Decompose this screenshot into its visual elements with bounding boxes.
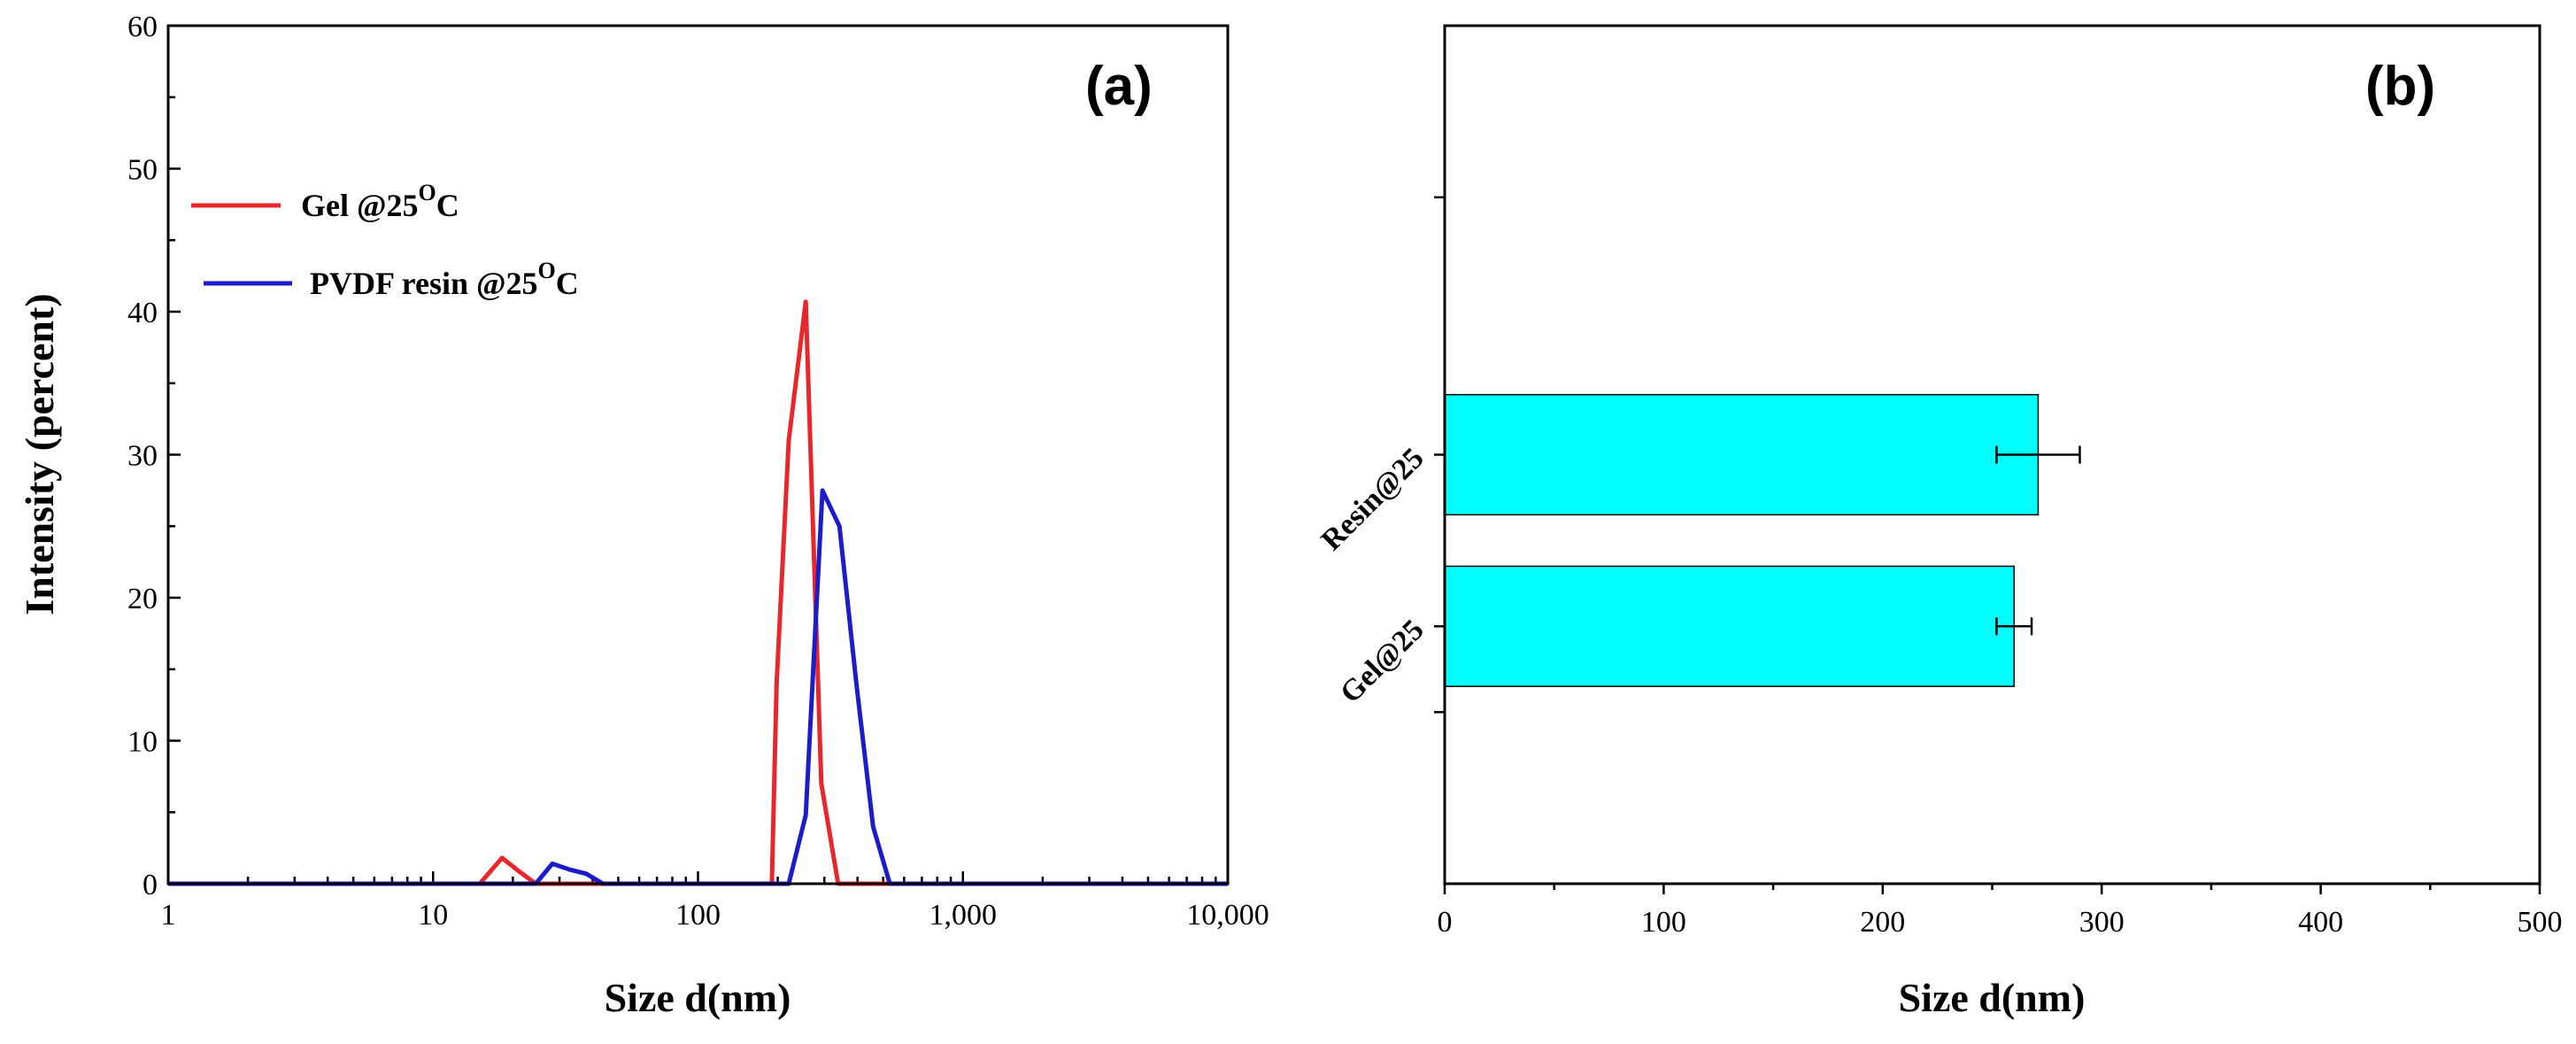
panel-a-x-tick-label: 10,000 <box>1186 899 1269 932</box>
panel-b-x-tick-label: 400 <box>2298 906 2343 939</box>
panel-a-y-tick-label: 60 <box>127 11 158 43</box>
panel-b-x-tick-label: 100 <box>1641 906 1686 939</box>
panel-a-y-tick-label: 50 <box>127 154 158 187</box>
panel-a-x-axis-title: Size d(nm) <box>605 975 791 1020</box>
panel-a-series <box>168 299 1228 886</box>
panel-a-y-axis-title: Intensity (percent) <box>17 293 62 615</box>
category-label: Gel@25 <box>1334 614 1431 710</box>
panel-a-legend: Gel @25OC PVDF resin @25OC <box>191 180 579 301</box>
panel-b-x-tick-label: 0 <box>1438 906 1453 939</box>
panel-a-plot-frame <box>166 24 1230 885</box>
panel-a-line-chart: 1 10 100 1,000 10,000 0 10 20 30 40 50 60 (a) Gel @… <box>17 11 1269 1020</box>
panel-b-x-tick-label: 200 <box>1860 906 1905 939</box>
panel-a-label: (a) <box>1085 56 1153 117</box>
panel-a-x-tick-label: 100 <box>675 899 721 932</box>
panel-b-bars <box>1444 393 2081 687</box>
bar-resin-25 <box>1444 393 2040 516</box>
panel-b-x-tick-label: 500 <box>2518 906 2563 939</box>
panel-a-y-tick-label: 40 <box>127 297 158 329</box>
panel-a-ticks: 1 10 100 1,000 10,000 0 10 20 30 40 50 60 <box>127 11 1269 932</box>
panel-a-y-tick-label: 30 <box>127 440 158 473</box>
series-line-gel <box>168 299 1228 886</box>
bar-gel-25 <box>1444 565 2015 687</box>
category-label: Resin@25 <box>1315 442 1431 557</box>
legend-label-gel: Gel @25OC <box>301 180 459 223</box>
panel-a-y-tick-label: 10 <box>127 726 158 759</box>
panel-b-bar-chart: 0 100 200 300 400 500 Gel@25 Resin@25 (b) Size … <box>1315 24 2563 1020</box>
legend-label-pvdf-resin: PVDF resin @25OC <box>310 258 579 301</box>
panel-b-label: (b) <box>2365 56 2435 117</box>
panel-a-y-tick-label: 20 <box>127 583 158 615</box>
panel-a-y-tick-label: 0 <box>143 869 158 901</box>
panel-b-x-tick-label: 300 <box>2079 906 2125 939</box>
panel-a-x-tick-label: 1 <box>161 899 176 932</box>
panel-a-x-tick-label: 10 <box>418 899 448 932</box>
panel-b-x-axis-title: Size d(nm) <box>1899 975 2086 1020</box>
series-line-pvdf-resin <box>168 488 1228 886</box>
panel-a-x-tick-label: 1,000 <box>929 899 998 932</box>
